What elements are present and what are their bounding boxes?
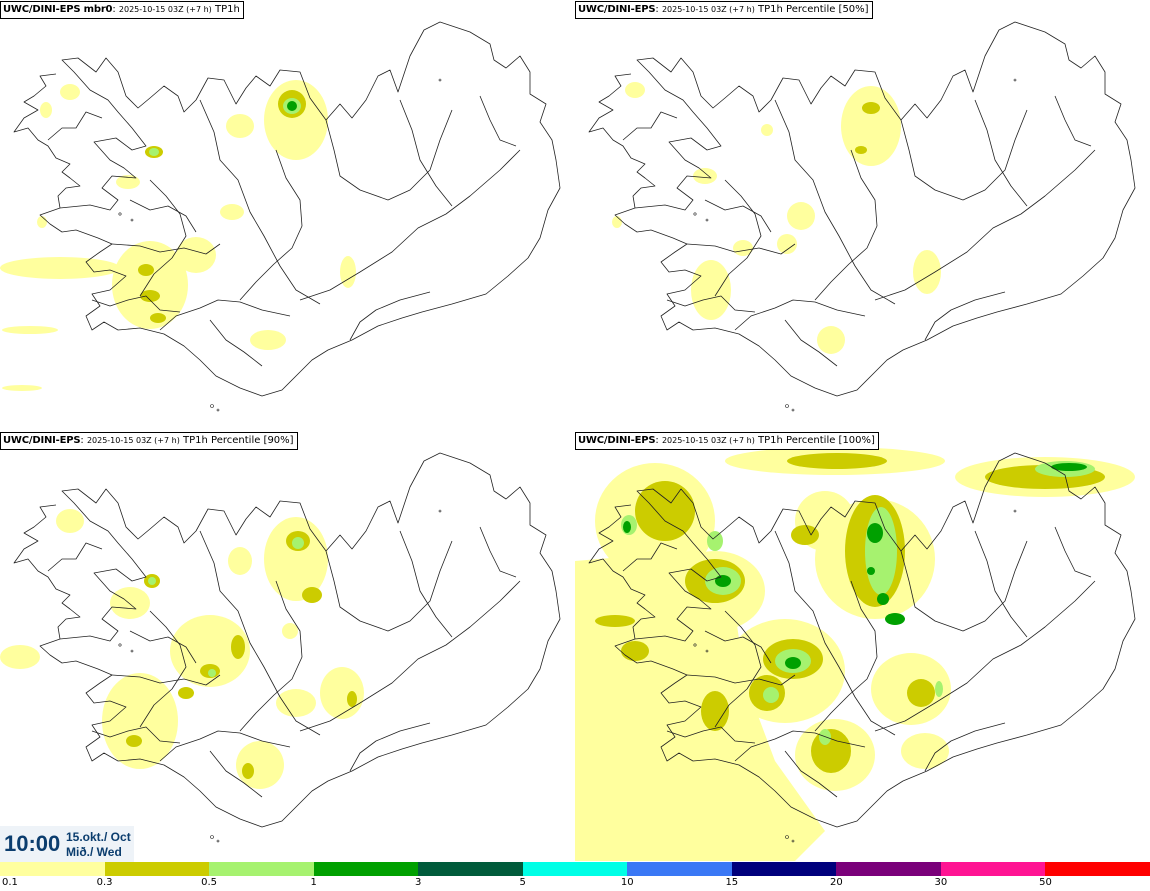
map-title: UWC/DINI-EPS: 2025-10-15 03Z (+7 h) TP1h… <box>0 432 298 450</box>
model-name: UWC/DINI-EPS <box>3 435 81 446</box>
legend-label: 1 <box>310 877 317 888</box>
legend-label: 0.5 <box>201 877 218 888</box>
precip-map <box>588 21 1136 412</box>
legend-swatch <box>418 862 524 876</box>
legend-label: 0.3 <box>96 877 113 888</box>
legend-label: 0.1 <box>2 877 18 888</box>
map-title: UWC/DINI-EPS: 2025-10-15 03Z (+7 h) TP1h… <box>575 432 879 450</box>
precip-map <box>0 21 561 412</box>
map-panel-p50: UWC/DINI-EPS: 2025-10-15 03Z (+7 h) TP1h… <box>575 0 1150 430</box>
legend-label: 5 <box>519 877 526 888</box>
legend-swatch <box>731 862 837 876</box>
map-title: UWC/DINI-EPS mbr0: 2025-10-15 03Z (+7 h)… <box>0 1 244 19</box>
legend-label: 50 <box>1039 877 1052 888</box>
run-date: 2025-10-15 03Z (+7 h) <box>661 436 755 445</box>
valid-time: 10:00 <box>4 831 61 856</box>
run-date: 2025-10-15 03Z (+7 h) <box>86 436 180 445</box>
field-name: TP1h Percentile [50%] <box>758 4 869 15</box>
legend-label: 30 <box>934 877 948 888</box>
legend-label: 10 <box>620 877 634 888</box>
color-legend: 0.1 0.3 0.5 1 3 5 10 15 20 30 50 <box>0 862 1150 891</box>
legend-swatch <box>836 862 942 876</box>
legend-swatch <box>940 862 1046 876</box>
legend-label: 20 <box>829 877 843 888</box>
run-date: 2025-10-15 03Z (+7 h) <box>661 5 755 14</box>
map-title: UWC/DINI-EPS: 2025-10-15 03Z (+7 h) TP1h… <box>575 1 873 19</box>
legend-swatch <box>0 862 106 876</box>
legend-swatch <box>627 862 733 876</box>
legend-swatch <box>522 862 628 876</box>
legend-swatch <box>104 862 210 876</box>
map-panel-p100: UWC/DINI-EPS: 2025-10-15 03Z (+7 h) TP1h… <box>575 431 1150 861</box>
valid-day: Mið./ Wed <box>66 845 122 859</box>
run-date: 2025-10-15 03Z (+7 h) <box>118 5 212 14</box>
model-name: UWC/DINI-EPS mbr0 <box>3 4 113 15</box>
model-name: UWC/DINI-EPS <box>578 435 656 446</box>
precip-map <box>575 447 1136 861</box>
model-name: UWC/DINI-EPS <box>578 4 656 15</box>
precip-map <box>0 452 561 843</box>
map-panel-p90: UWC/DINI-EPS: 2025-10-15 03Z (+7 h) TP1h… <box>0 431 575 861</box>
valid-time-box: 10:00 15.okt./ Oct Mið./ Wed <box>0 826 134 862</box>
legend-swatch <box>209 862 315 876</box>
legend-label: 15 <box>725 877 739 888</box>
map-panel-mbr0: UWC/DINI-EPS mbr0: 2025-10-15 03Z (+7 h)… <box>0 0 575 430</box>
legend-swatch <box>1045 862 1150 876</box>
legend-label: 3 <box>414 877 422 888</box>
legend-swatch <box>313 862 419 876</box>
field-name: TP1h Percentile [90%] <box>183 435 294 446</box>
valid-date: 15.okt./ Oct <box>66 830 131 844</box>
field-name: TP1h <box>214 4 240 15</box>
field-name: TP1h Percentile [100%] <box>758 435 875 446</box>
